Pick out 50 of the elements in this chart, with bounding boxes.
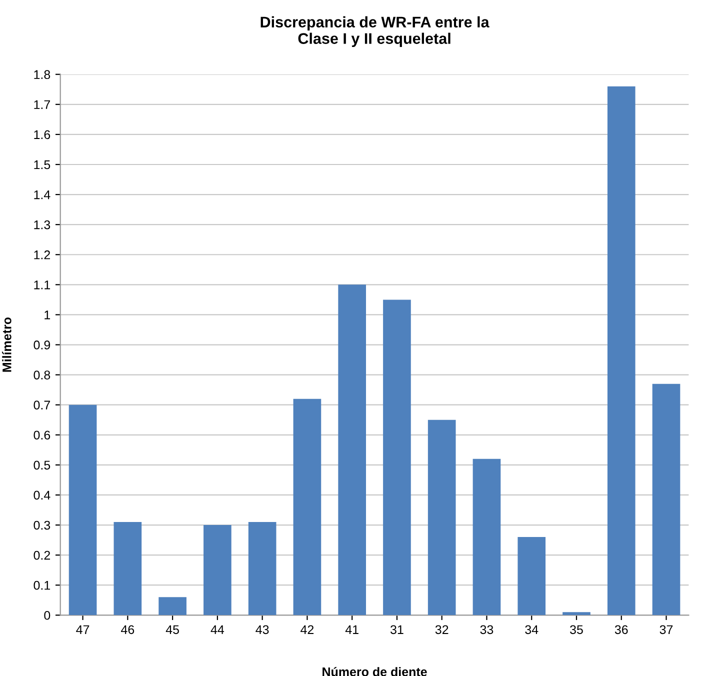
bar: [158, 597, 186, 616]
y-tick-label: 1.2: [34, 250, 50, 260]
x-tick-label: 35: [570, 625, 583, 634]
y-tick-label: 0.5: [34, 460, 50, 470]
x-tick-label: 45: [166, 625, 179, 634]
bar: [607, 86, 636, 616]
bar: [428, 420, 456, 616]
x-axis-title: Número de diente: [322, 666, 427, 676]
x-tick-label: 34: [525, 625, 538, 634]
y-tick-label: 1.1: [34, 280, 50, 290]
bar: [68, 404, 97, 616]
bar: [652, 384, 680, 616]
y-tick-label: 1.7: [34, 100, 50, 109]
bar: [383, 300, 411, 616]
x-tick-label: 42: [300, 625, 314, 634]
y-tick-label: 0: [44, 610, 50, 620]
y-tick-label: 0.6: [34, 430, 50, 440]
y-tick-label: 1: [44, 310, 50, 320]
y-tick-label: 0.1: [34, 580, 50, 590]
y-tick-label: 1.6: [34, 130, 50, 140]
x-tick-label: 44: [210, 625, 224, 634]
y-tick-label: 0.2: [34, 550, 50, 560]
y-tick-label: 0.7: [34, 400, 50, 410]
y-tick-label: 1.4: [34, 190, 50, 200]
x-tick-label: 43: [256, 625, 269, 634]
bar: [562, 612, 590, 616]
x-tick-label: 32: [435, 625, 448, 634]
x-tick-label: 33: [480, 625, 494, 634]
bar: [472, 458, 501, 616]
y-tick-label: 0.4: [34, 490, 50, 500]
bar: [248, 522, 276, 616]
y-tick-label: 0.3: [34, 520, 50, 530]
x-tick-label: 36: [614, 625, 628, 634]
bar: [204, 525, 232, 616]
bar: [293, 398, 322, 616]
x-tick-label: 46: [121, 625, 134, 634]
bar: [338, 284, 366, 616]
y-tick-label: 1.8: [34, 70, 50, 80]
y-axis-title: Milímetro: [2, 317, 12, 372]
chart-title: Discrepancia de WR-FA entre la Clase I y II esqueletal: [260, 16, 490, 47]
x-tick-label: 31: [390, 625, 404, 634]
x-tick-label: 37: [660, 625, 673, 634]
y-tick-label: 0.9: [34, 340, 50, 350]
x-tick-label: 47: [76, 625, 90, 634]
y-tick-label: 0.8: [34, 370, 50, 380]
bar: [114, 522, 142, 616]
y-tick-label: 1.5: [34, 160, 50, 170]
bar: [518, 537, 546, 616]
x-tick-label: 41: [345, 625, 358, 634]
y-tick-label: 1.3: [34, 220, 50, 230]
